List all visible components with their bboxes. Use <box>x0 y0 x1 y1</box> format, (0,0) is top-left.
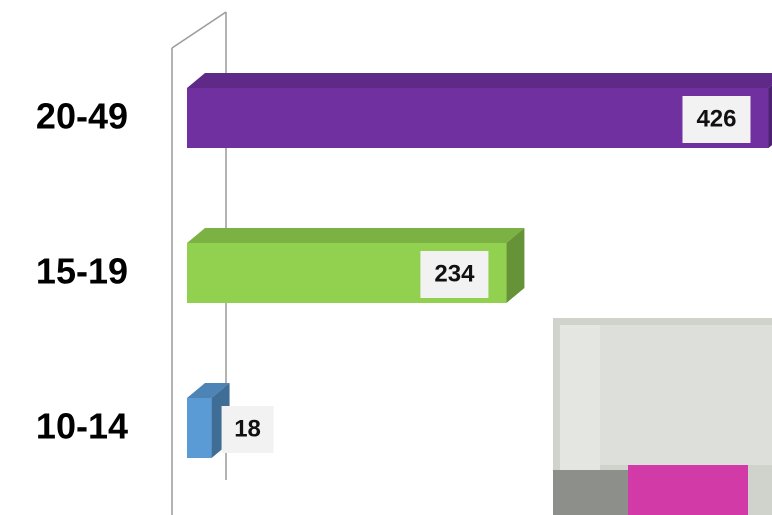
value-label: 234 <box>434 261 475 288</box>
category-label: 15-19 <box>36 251 128 292</box>
bar-front <box>187 88 768 148</box>
value-label: 426 <box>696 106 736 133</box>
value-label: 18 <box>234 416 261 443</box>
bar-front <box>187 398 212 458</box>
photo-inset <box>553 318 772 515</box>
bar-top <box>187 73 772 88</box>
bar-top <box>187 228 524 243</box>
chart: 20-49 426 15-19 234 10-14 18 <box>0 0 772 515</box>
category-label: 10-14 <box>36 406 128 447</box>
category-label: 20-49 <box>36 96 128 137</box>
